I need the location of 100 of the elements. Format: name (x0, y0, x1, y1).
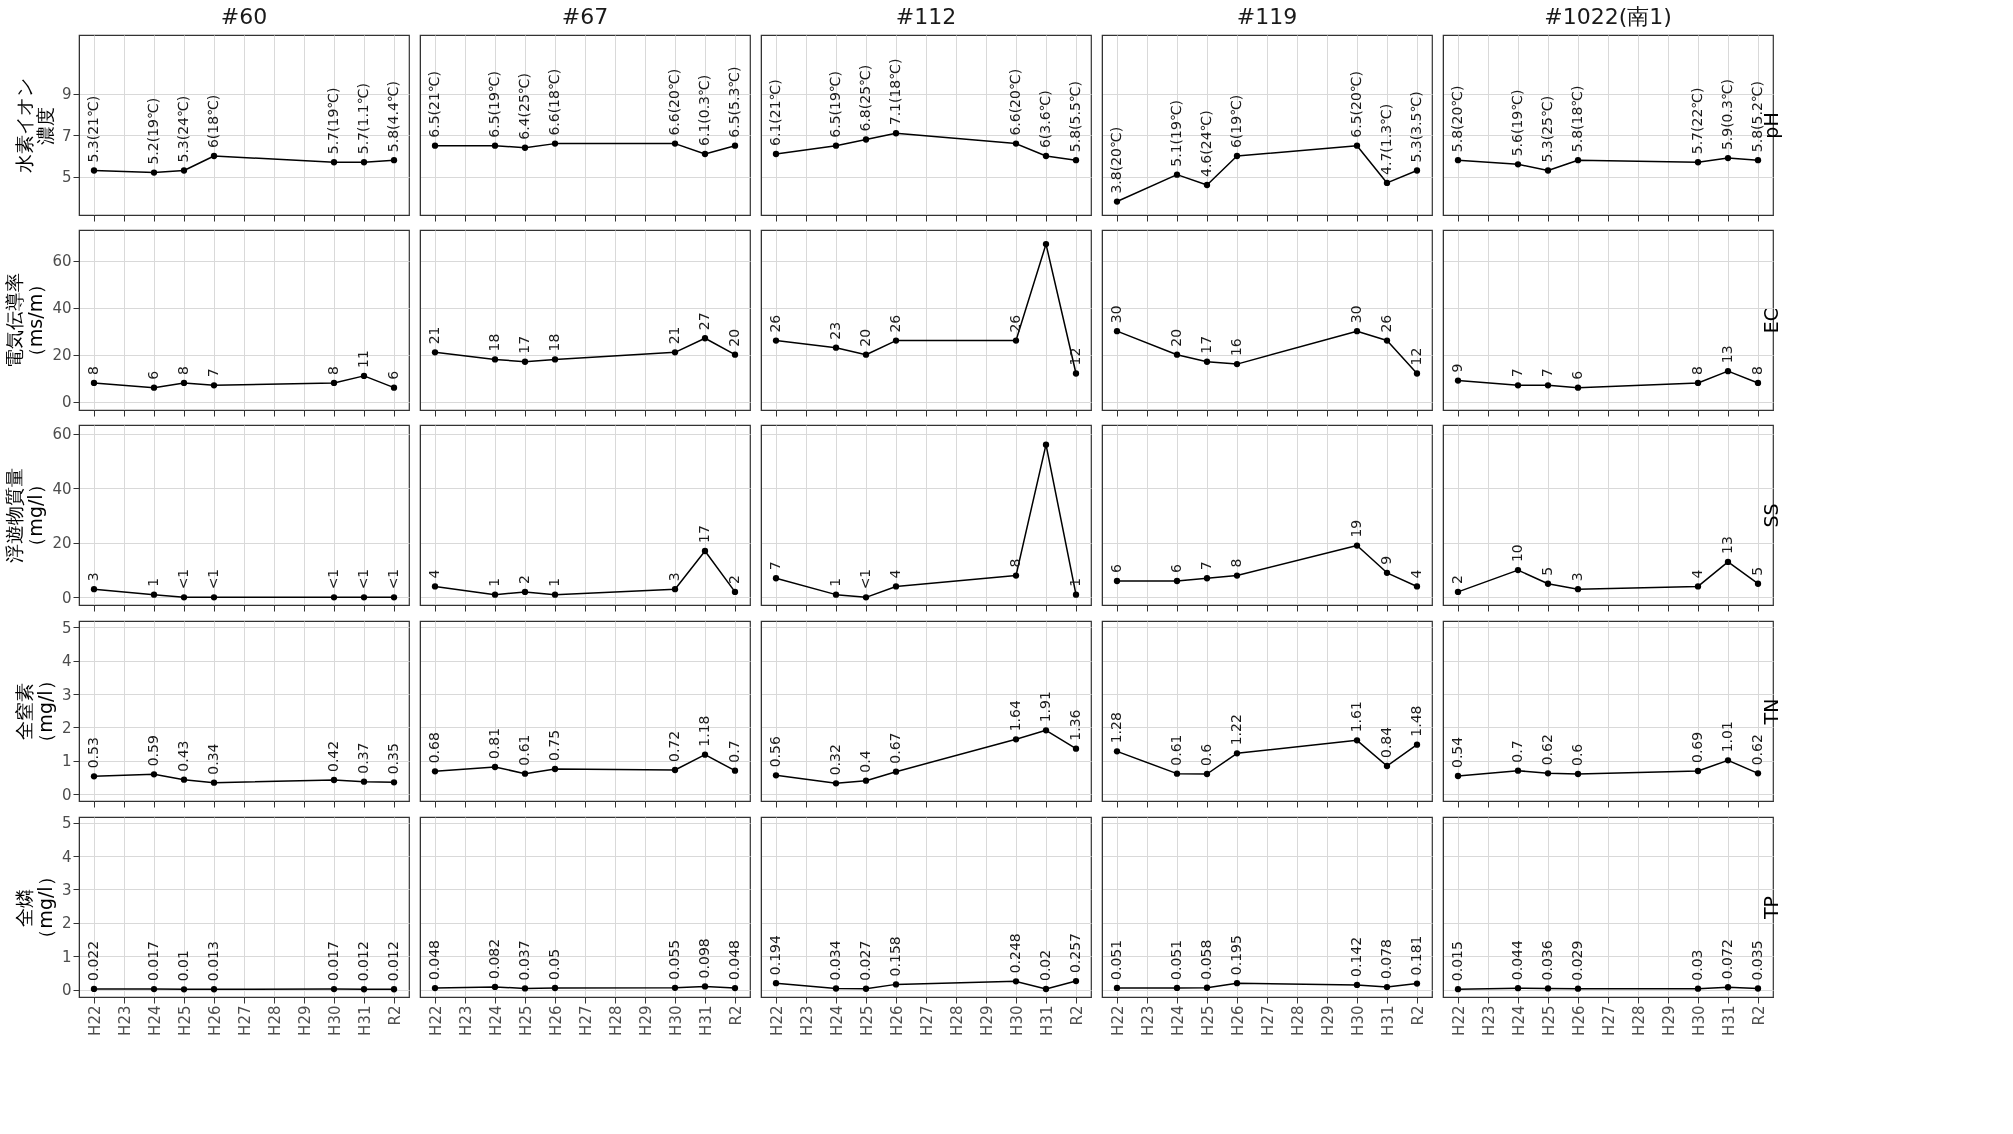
x-tick-label: H28 (265, 1005, 284, 1036)
y-tick-label: 1 (61, 947, 72, 966)
point (390, 594, 398, 601)
y-tick-label: 3 (61, 685, 72, 704)
point (772, 337, 780, 344)
data-label: 4 (1408, 569, 1424, 579)
point (1233, 750, 1241, 757)
point (1574, 586, 1582, 593)
x-tick-label: R2 (726, 1005, 745, 1026)
data-label: 0.058 (1198, 939, 1214, 980)
y-tick-label: 7 (61, 126, 72, 145)
x-tick-label: H31 (1378, 1005, 1397, 1036)
data-label: 2 (1449, 574, 1465, 584)
x-tick-label: H22 (1449, 1005, 1468, 1036)
x-tick-label: H25 (1539, 1005, 1558, 1036)
x-tick-label: H23 (115, 1005, 134, 1036)
data-label: <1 (325, 568, 341, 590)
x-tick-label: H29 (636, 1005, 655, 1036)
data-label: 0.53 (85, 737, 101, 769)
point (551, 356, 559, 363)
data-label: 0.051 (1168, 939, 1184, 980)
data-label: 0.257 (1067, 932, 1083, 974)
data-label: 0.082 (486, 938, 502, 979)
point (832, 591, 840, 598)
point (1072, 157, 1080, 164)
point (180, 594, 188, 601)
x-tick-label: R2 (1408, 1005, 1427, 1026)
y-axis-title: 全窒素（mg/l） (12, 671, 56, 752)
point (1353, 328, 1361, 335)
point (1574, 157, 1582, 164)
data-label: 6 (1168, 564, 1184, 573)
data-label: 0.037 (516, 940, 532, 981)
point (1173, 171, 1181, 178)
data-label: 5.8(5.5℃) (1067, 80, 1083, 153)
x-tick-label: H25 (516, 1005, 535, 1036)
data-label: 6.5(21℃) (426, 70, 442, 138)
y-axis-title: 浮遊物質量（mg/l） (3, 468, 47, 563)
y-tick-label: 40 (52, 299, 72, 318)
data-label: <1 (385, 568, 401, 590)
x-tick-label: H23 (1479, 1005, 1498, 1036)
y-tick-label: 0 (61, 785, 72, 804)
point (1694, 583, 1702, 590)
point (150, 169, 158, 176)
point (1203, 575, 1211, 582)
data-label: 0.59 (145, 735, 161, 767)
point (431, 349, 439, 356)
data-label: 8 (1228, 558, 1244, 568)
data-label: 7 (205, 368, 221, 378)
data-label: 0.61 (1168, 734, 1184, 766)
point (892, 583, 900, 590)
point (1173, 770, 1181, 777)
data-label: 0.42 (325, 740, 341, 772)
point (671, 140, 679, 147)
data-label: 0.72 (666, 730, 682, 762)
point (1072, 370, 1080, 377)
data-label: 1 (486, 577, 502, 587)
x-tick-label: H30 (1007, 1005, 1026, 1036)
point (210, 382, 218, 389)
data-label: 5.7(22℃) (1689, 87, 1705, 155)
x-tick-label: H24 (827, 1005, 846, 1036)
point (671, 349, 679, 356)
data-label: 6.5(5.3℃) (726, 66, 742, 138)
x-tick-label: H28 (1629, 1005, 1648, 1036)
point (90, 773, 98, 780)
data-label: 0.62 (1539, 734, 1555, 766)
data-label: 8 (175, 366, 191, 375)
point (1042, 985, 1050, 993)
x-tick-label: R2 (385, 1005, 404, 1026)
x-tick-label: H22 (1108, 1005, 1127, 1036)
data-label: 26 (767, 314, 783, 333)
point (1514, 566, 1522, 574)
data-label: 6.5(19℃) (827, 70, 843, 138)
x-tick-label: H23 (797, 1005, 816, 1036)
point (892, 981, 900, 988)
data-label: 0.022 (85, 940, 101, 981)
data-label: 0.012 (385, 941, 401, 982)
data-label: 0.68 (426, 732, 442, 764)
x-tick-label: H23 (1138, 1005, 1157, 1036)
data-label: 13 (1719, 345, 1735, 364)
data-label: 5.1(19℃) (1168, 99, 1184, 167)
point (90, 167, 98, 174)
data-label: 17 (516, 335, 532, 354)
y-tick-label: 5 (61, 814, 72, 833)
data-label: 17 (696, 525, 712, 543)
point (1413, 583, 1421, 590)
point (1042, 152, 1050, 160)
point (330, 594, 338, 601)
data-label: 6.6(20℃) (666, 68, 682, 136)
y2-axis-title: SS (1759, 503, 1782, 528)
data-label: 1.28 (1108, 712, 1124, 744)
data-label: 5.3(21℃) (85, 95, 101, 163)
data-label: 0.194 (767, 935, 783, 976)
data-label: 6(19℃) (1228, 94, 1244, 149)
data-label: 8 (1689, 366, 1705, 375)
x-tick-label: H27 (917, 1005, 936, 1036)
point (1072, 591, 1080, 598)
data-label: 0.6 (1198, 743, 1214, 766)
x-tick-label: H25 (857, 1005, 876, 1036)
x-tick-label: H26 (546, 1005, 565, 1036)
point (1173, 351, 1181, 358)
